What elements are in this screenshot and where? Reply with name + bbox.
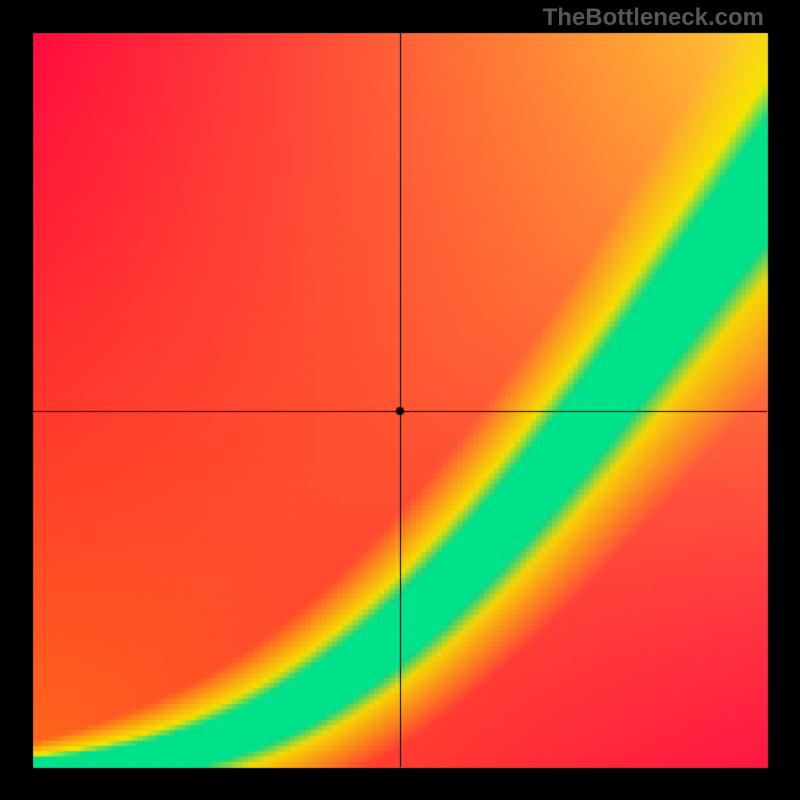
heatmap-plot	[0, 0, 800, 800]
watermark-text: TheBottleneck.com	[543, 4, 764, 32]
